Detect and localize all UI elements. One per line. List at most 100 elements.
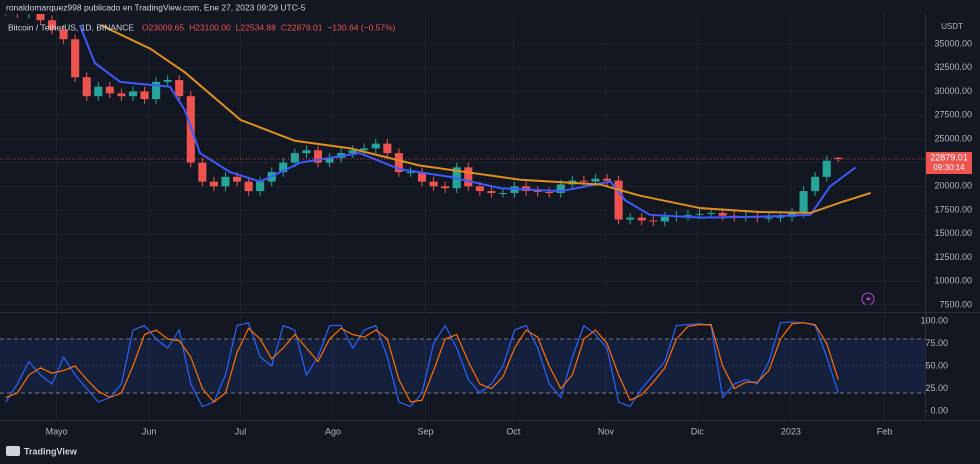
y-tick-label: 25000.00 <box>934 133 972 143</box>
price-tag <box>926 152 972 175</box>
x-tick-label: Sep <box>417 426 433 436</box>
y-tick-label: 12500.00 <box>934 252 972 262</box>
candle-body <box>695 213 704 215</box>
candle-body <box>221 176 230 187</box>
candle-body <box>764 217 773 219</box>
candle-body <box>799 191 808 213</box>
x-tick-label: Nov <box>598 426 615 436</box>
ohlc-value: −130.64 (−0.57%) <box>327 22 395 32</box>
alert-icon-bolt <box>866 295 871 303</box>
candle-body <box>649 220 658 222</box>
candle-body <box>117 93 126 97</box>
price-tag-label: 22879.01 <box>930 152 968 162</box>
candle-body <box>325 157 334 163</box>
candle-body <box>71 39 80 78</box>
candle-body <box>36 14 45 21</box>
candle-body <box>614 180 623 220</box>
oscillator-line <box>5 321 839 408</box>
candle-body <box>406 172 415 174</box>
candle-body <box>718 212 727 216</box>
candle-body <box>776 216 785 218</box>
candle-body <box>475 186 484 192</box>
ohlc-value: L22534.88 <box>236 22 276 32</box>
candle-body <box>163 80 172 82</box>
y-tick-label: 50.00 <box>925 360 948 370</box>
candle-body <box>834 157 843 160</box>
candle-body <box>498 192 508 194</box>
candle-body <box>556 184 565 193</box>
y-tick-label: 35000.00 <box>934 38 972 48</box>
y-tick-label: 25.00 <box>925 383 948 393</box>
x-tick-label: 2023 <box>781 426 801 436</box>
moving-average <box>78 24 857 219</box>
x-tick-label: Mayo <box>46 426 68 436</box>
candle-body <box>602 178 612 181</box>
candle-body <box>591 178 600 182</box>
ohlc-value: O23009.65 <box>142 22 184 32</box>
candle-body <box>822 160 831 177</box>
y-tick-label: 20000.00 <box>934 181 972 191</box>
y-tick-label: 0.00 <box>930 405 948 415</box>
y-tick-label: 7500.00 <box>939 299 972 309</box>
ohlc-value: H23100.00 <box>189 22 231 32</box>
x-tick-label: Oct <box>506 426 521 436</box>
x-tick-label: Feb <box>877 426 893 436</box>
candle-body <box>533 191 542 193</box>
candle-body <box>360 148 369 151</box>
candle-body <box>244 181 253 192</box>
candle-body <box>660 216 669 222</box>
y-tick-label: 17500.00 <box>934 204 972 214</box>
candle-body <box>441 186 450 189</box>
countdown: 09:30:14 <box>933 163 965 172</box>
candle-body <box>290 153 299 163</box>
candle-body <box>302 150 311 154</box>
candle-body <box>811 176 820 192</box>
candle-body <box>637 217 646 221</box>
symbol: Bitcoin / TetherUS, 1D, BINANCE <box>8 22 134 32</box>
brand: TradingView <box>24 446 78 456</box>
oscillator-line <box>5 322 839 403</box>
candle-body <box>140 91 149 100</box>
candle-body <box>394 153 403 173</box>
candle-body <box>279 162 288 173</box>
currency: USDT <box>941 22 963 31</box>
candle-body <box>152 81 161 100</box>
header: ronaldomarquez998 publicado en TradingVi… <box>6 2 306 12</box>
candle-body <box>94 86 103 97</box>
candle-body <box>683 214 693 216</box>
candle-body <box>417 172 427 182</box>
x-tick-label: Ago <box>325 426 341 436</box>
y-tick-label: 15000.00 <box>934 228 972 238</box>
y-tick-label: 27500.00 <box>934 110 972 120</box>
y-tick-label: 32500.00 <box>934 62 972 72</box>
candle-body <box>348 150 357 154</box>
candle-body <box>313 150 323 163</box>
candle-body <box>198 162 207 182</box>
candle-body <box>579 180 588 182</box>
y-tick-label: 10000.00 <box>934 276 972 286</box>
x-tick-label: Dic <box>691 426 704 436</box>
candle-body <box>105 86 114 94</box>
candle-body <box>82 77 91 97</box>
candle-body <box>487 191 496 193</box>
x-tick-label: Jul <box>235 426 247 436</box>
candle-body <box>545 192 554 194</box>
candle-body <box>209 181 218 187</box>
candle-body <box>128 91 138 97</box>
candle-body <box>383 143 392 154</box>
y-tick-label: 100.00 <box>920 315 948 325</box>
candle-body <box>464 167 473 187</box>
candle-body <box>371 143 380 149</box>
x-tick-label: Jun <box>142 426 157 436</box>
moving-average <box>100 24 871 214</box>
ohlc-value: C22879.01 <box>281 22 323 32</box>
candle-body <box>175 80 184 97</box>
candle-body <box>59 29 68 40</box>
candle-body <box>232 176 242 182</box>
y-tick-label: 75.00 <box>925 338 948 348</box>
candle-body <box>707 212 716 214</box>
candle-body <box>47 20 57 30</box>
candle-body <box>626 217 635 220</box>
